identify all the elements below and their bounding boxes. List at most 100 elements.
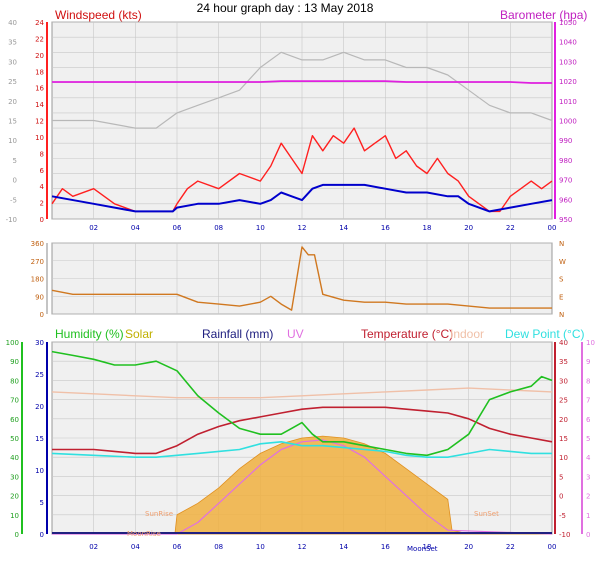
y-tick-label: 0 [40, 531, 44, 539]
y-tick-label: 10 [35, 134, 44, 142]
y-tick-label: -10 [6, 216, 17, 224]
x-tick-label: 02 [89, 224, 98, 232]
y-tick-label: 360 [31, 240, 44, 248]
y-tick-label: 18 [35, 68, 44, 76]
x-tick-label: 08 [214, 543, 223, 551]
y-tick-label: E [559, 293, 563, 301]
y-tick-label: 40 [559, 339, 568, 347]
legend-entry: Temperature (°C) [361, 327, 453, 341]
y-tick-label: 30 [559, 377, 568, 385]
x-tick-label: 22 [506, 543, 515, 551]
windspeed-label: Windspeed (kts) [55, 8, 142, 22]
compass-ticks: N W S E N [559, 240, 566, 319]
y-tick-label: 60 [10, 416, 19, 424]
y-tick-label: 80 [10, 377, 19, 385]
y-tick-label: 1040 [559, 39, 577, 47]
moonrise-label: MoonRise [127, 530, 161, 538]
wind-gridlines [52, 21, 552, 220]
y-tick-label: 960 [559, 196, 572, 204]
x-tick-label: 04 [131, 224, 140, 232]
wdir-series [51, 246, 552, 311]
x-tick-label: 10 [256, 543, 265, 551]
y-tick-label: 8 [40, 150, 44, 158]
moonset-label: MoonSet [407, 545, 438, 553]
x-tick-label: 06 [173, 543, 182, 551]
graph-title: 24 hour graph day : 13 May 2018 [196, 1, 374, 15]
x-tick-label: 06 [173, 224, 182, 232]
y-tick-label: 35 [8, 39, 17, 47]
y-tick-label: 1020 [559, 78, 577, 86]
y-tick-label: N [559, 240, 564, 248]
wind-direction-panel: 360 270 180 90 0 N W S E N [31, 240, 566, 319]
y-tick-label: 5 [13, 157, 17, 165]
y-tick-label: 15 [8, 118, 17, 126]
y-tick-label: 0 [559, 493, 563, 501]
y-tick-label: 2 [586, 493, 590, 501]
y-tick-label: -5 [559, 512, 566, 520]
temp-x-ticks: 02 04 06 08 10 12 14 16 18 20 22 00 [89, 543, 556, 551]
y-tick-label: 970 [559, 177, 572, 185]
rain-ticks: 30 25 20 15 10 5 0 [35, 339, 44, 539]
y-tick-label: 22 [35, 35, 44, 43]
legend-entry: Solar [125, 327, 153, 341]
x-tick-label: 18 [423, 224, 432, 232]
x-tick-label: 02 [89, 543, 98, 551]
y-tick-label: 0 [586, 531, 590, 539]
legend-entry: Rainfall (mm) [202, 327, 273, 341]
y-tick-label: 90 [10, 358, 19, 366]
y-tick-label: S [559, 276, 564, 284]
temperature-line [52, 406, 553, 455]
wind-x-ticks: 02 04 06 08 10 12 14 16 18 20 22 00 [89, 224, 556, 232]
y-tick-label: 270 [31, 258, 44, 266]
y-tick-label: 70 [10, 397, 19, 405]
y-tick-label: 8 [586, 377, 590, 385]
gray-trace-line [52, 51, 553, 129]
y-tick-label: 10 [559, 454, 568, 462]
sunset-label: SunSet [474, 510, 499, 518]
y-tick-label: 0 [40, 311, 44, 319]
uv-line [52, 439, 553, 535]
y-tick-label: -10 [559, 531, 570, 539]
y-tick-label: 180 [31, 276, 44, 284]
y-tick-label: 0 [40, 216, 44, 224]
y-tick-label: 20 [35, 52, 44, 60]
y-tick-label: 20 [8, 98, 17, 106]
x-tick-label: 12 [298, 224, 307, 232]
wind-average-line [51, 183, 553, 213]
y-tick-label: 25 [559, 397, 568, 405]
y-tick-label: 2 [40, 200, 44, 208]
y-tick-label: 6 [586, 416, 591, 424]
temp-ticks: 40 35 30 25 20 15 10 5 0 -5 -10 [559, 339, 570, 539]
x-tick-label: 08 [214, 224, 223, 232]
x-tick-label: 18 [423, 543, 432, 551]
y-tick-label: 5 [40, 499, 44, 507]
x-tick-label: 20 [464, 224, 473, 232]
y-tick-label: 980 [559, 157, 572, 165]
x-tick-label: 10 [256, 224, 265, 232]
x-tick-label: 14 [339, 543, 348, 551]
y-tick-label: 5 [586, 435, 590, 443]
wdir-ticks: 360 270 180 90 0 [31, 240, 44, 319]
x-tick-label: 14 [339, 224, 348, 232]
y-tick-label: 25 [35, 371, 44, 379]
y-tick-label: 6 [40, 167, 45, 175]
y-tick-label: 5 [559, 473, 563, 481]
y-tick-label: 10 [35, 467, 44, 475]
y-tick-label: 20 [559, 416, 568, 424]
y-tick-label: 990 [559, 137, 572, 145]
y-tick-label: 30 [10, 473, 19, 481]
y-tick-label: 15 [35, 435, 44, 443]
dew-point-line [51, 440, 552, 459]
wdir-gridlines [52, 242, 552, 315]
y-tick-label: 1 [586, 512, 590, 520]
y-tick-label: 24 [35, 19, 44, 27]
y-tick-label: 100 [6, 339, 19, 347]
y-tick-label: N [559, 311, 564, 319]
y-tick-label: 50 [10, 435, 19, 443]
y-tick-label: 10 [10, 512, 19, 520]
